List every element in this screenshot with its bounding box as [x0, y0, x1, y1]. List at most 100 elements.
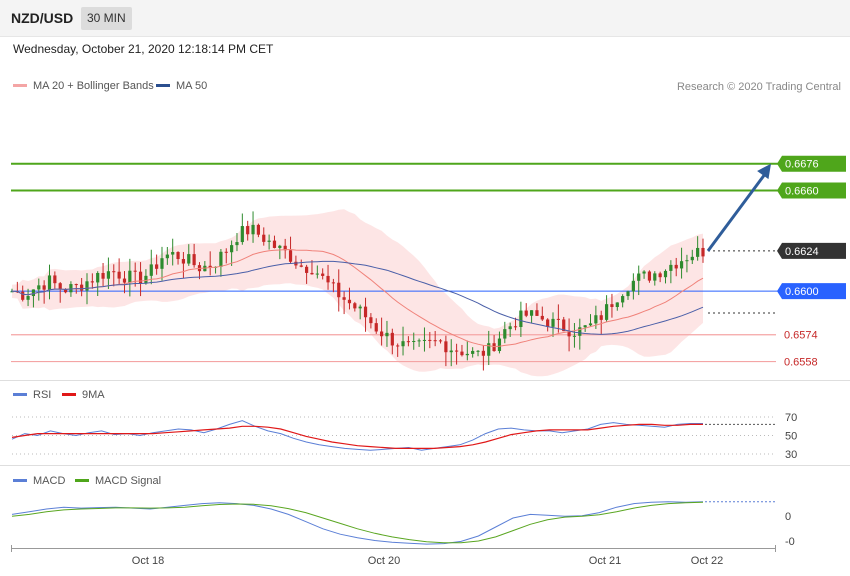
level-tag-text-0.6624: 0.6624 — [785, 246, 819, 258]
candle-body — [551, 318, 555, 327]
forecast-arrow-shaft — [706, 171, 768, 252]
candle-body — [353, 303, 357, 309]
candle-body — [631, 280, 635, 292]
candle-body — [101, 272, 105, 279]
candle-body — [21, 291, 25, 300]
candle-body — [26, 296, 30, 300]
candle-body — [513, 326, 518, 328]
candle-body — [642, 271, 646, 274]
candle-body — [96, 272, 100, 283]
candle-body — [396, 345, 400, 347]
candle-body — [240, 226, 244, 243]
candle-body — [144, 275, 148, 284]
candle-body — [90, 281, 94, 283]
level-tag-0.6660 — [777, 182, 846, 199]
macd-tick-zero: 0 — [785, 511, 791, 523]
candle-body — [171, 252, 175, 255]
candle-body — [37, 285, 41, 290]
candle-body — [181, 259, 186, 264]
candle-body — [63, 289, 68, 293]
price-levels — [11, 162, 846, 363]
candle-body — [267, 240, 271, 242]
candle-body — [556, 318, 560, 320]
ma50-line — [11, 260, 704, 335]
candle-body — [621, 296, 625, 303]
x-tick-label: Oct 22 — [691, 555, 723, 567]
candle-body — [487, 343, 491, 356]
bollinger-band-fill — [12, 209, 703, 377]
candle-body — [187, 254, 191, 264]
candle-body — [251, 224, 255, 235]
credit-text: Research © 2020 Trading Central — [676, 81, 841, 93]
candles — [10, 211, 705, 371]
candle-body — [106, 271, 111, 279]
candle-body — [58, 283, 62, 290]
candle-body — [438, 340, 443, 342]
candle-body — [149, 264, 153, 276]
candle-body — [701, 247, 705, 257]
candle-body — [428, 339, 432, 341]
candle-body — [380, 331, 384, 337]
candle-body — [305, 266, 309, 273]
candle-body — [401, 341, 405, 347]
candle-body — [208, 265, 212, 268]
candle-body — [42, 285, 46, 290]
candle-body — [572, 335, 577, 337]
macd-tick-neg: -0 — [785, 536, 795, 548]
level-label-0.6558: 0.6558 — [784, 357, 818, 369]
candle-body — [80, 284, 84, 291]
candle-body — [669, 264, 673, 271]
timeframe-badge[interactable]: 30 MIN — [81, 7, 132, 30]
candle-body — [658, 273, 662, 278]
candle-body — [492, 343, 496, 352]
legend-macd: MACD — [13, 475, 65, 487]
candle-body — [599, 315, 603, 320]
candle-body — [481, 350, 485, 356]
candle-body — [685, 260, 689, 262]
candle-body — [454, 350, 459, 352]
level-tag-0.6624 — [777, 242, 846, 259]
candle-body — [653, 273, 657, 281]
legend-ma50-label: MA 50 — [176, 80, 208, 92]
candle-body — [578, 327, 582, 336]
legend-rsi-ma: 9MA — [62, 389, 105, 401]
candle-body — [69, 284, 73, 293]
candle-body — [337, 282, 341, 298]
forecast-arrow-head — [757, 163, 771, 180]
candle-body — [476, 350, 480, 352]
rsi-tick-50: 50 — [785, 431, 797, 443]
candle-body — [31, 289, 36, 297]
legend-macd-signal-swatch — [75, 478, 89, 482]
x-axis: Oct 18 Oct 20 Oct 21 Oct 22 — [0, 380, 850, 567]
candle-body — [529, 310, 534, 316]
legend-rsi-ma-label: 9MA — [82, 389, 105, 401]
candle-body — [165, 254, 169, 259]
ma20-line — [11, 248, 704, 348]
candle-body — [497, 338, 502, 352]
moving-averages — [11, 248, 704, 348]
timestamp: Wednesday, October 21, 2020 12:18:14 PM … — [13, 42, 274, 56]
candle-body — [390, 332, 394, 346]
x-tick-label: Oct 21 — [589, 555, 621, 567]
candle-body — [535, 310, 539, 316]
level-tag-text-0.6676: 0.6676 — [785, 159, 819, 171]
candle-body — [647, 271, 652, 281]
rsi-tick-70: 70 — [785, 412, 797, 424]
legend-ma20-swatch — [13, 83, 27, 87]
candle-body — [679, 261, 684, 269]
x-tick-label: Oct 20 — [368, 555, 400, 567]
macd-panel: 0 -0 — [11, 501, 795, 548]
candle-body — [519, 310, 523, 327]
candle-body — [117, 271, 121, 279]
legend-macd-label: MACD — [33, 475, 66, 487]
currency-pair-title: NZD/USD — [11, 10, 74, 26]
candle-body — [155, 264, 159, 269]
candle-body — [363, 306, 368, 318]
candle-body — [604, 304, 609, 320]
candle-body — [47, 275, 52, 290]
candle-body — [540, 315, 544, 320]
candle-body — [112, 271, 116, 273]
candle-body — [471, 350, 475, 354]
candle-body — [385, 332, 389, 337]
